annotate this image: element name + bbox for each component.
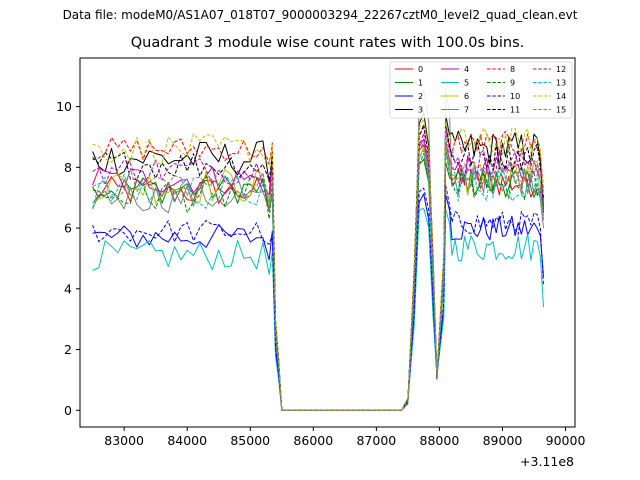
series-line-13 (92, 150, 544, 411)
series-line-2 (92, 193, 544, 411)
x-tick-label: 88000 (420, 433, 460, 448)
legend-label-11: 11 (510, 106, 520, 115)
series-line-9 (92, 149, 544, 411)
series-line-6 (92, 145, 544, 411)
series-line-11 (92, 123, 544, 411)
y-tick-label: 10 (56, 99, 72, 114)
y-tick-label: 0 (64, 403, 72, 418)
x-axis: 83000 84000 85000 86000 87000 88000 89000 90000 (104, 427, 585, 448)
y-axis: 0 2 4 6 8 10 (56, 99, 80, 418)
series-lines (92, 88, 544, 411)
legend-label-0: 0 (418, 65, 423, 74)
chart-title: Quadrant 3 module wise count rates with … (130, 35, 525, 51)
legend-label-10: 10 (510, 92, 520, 101)
legend-label-3: 3 (418, 106, 423, 115)
axes-frame (79, 57, 576, 428)
x-tick-label: 83000 (104, 433, 144, 448)
series-line-5 (92, 207, 544, 411)
x-tick-label: 86000 (293, 433, 333, 448)
y-tick-label: 6 (64, 221, 72, 236)
legend-label-8: 8 (510, 65, 515, 74)
legend-label-9: 9 (510, 79, 515, 88)
x-tick-label: 84000 (167, 433, 207, 448)
legend-box (389, 61, 573, 119)
legend-label-15: 15 (556, 106, 566, 115)
legend-label-6: 6 (464, 92, 469, 101)
series-line-3 (92, 112, 544, 411)
legend-label-5: 5 (464, 79, 469, 88)
series-line-8 (92, 124, 544, 411)
y-tick-label: 2 (64, 342, 72, 357)
legend-label-4: 4 (464, 65, 469, 74)
data-file-label: Data file: modeM0/AS1A07_018T07_90000032… (62, 8, 578, 22)
x-tick-label: 90000 (546, 433, 586, 448)
y-tick-label: 4 (64, 281, 72, 296)
x-tick-label: 85000 (230, 433, 270, 448)
series-line-15 (92, 137, 544, 411)
legend-label-13: 13 (556, 79, 566, 88)
legend-label-12: 12 (556, 65, 566, 74)
legend-label-7: 7 (464, 106, 469, 115)
legend-label-1: 1 (418, 79, 423, 88)
x-offset-label: +3.11e8 (520, 454, 574, 469)
x-tick-label: 89000 (483, 433, 523, 448)
series-line-10 (92, 185, 544, 411)
legend-label-2: 2 (418, 92, 423, 101)
series-line-4 (92, 138, 544, 411)
series-line-0 (92, 144, 544, 411)
y-tick-label: 8 (64, 160, 72, 175)
legend-label-14: 14 (556, 92, 566, 101)
series-line-14 (92, 118, 544, 411)
x-tick-label: 87000 (356, 433, 396, 448)
